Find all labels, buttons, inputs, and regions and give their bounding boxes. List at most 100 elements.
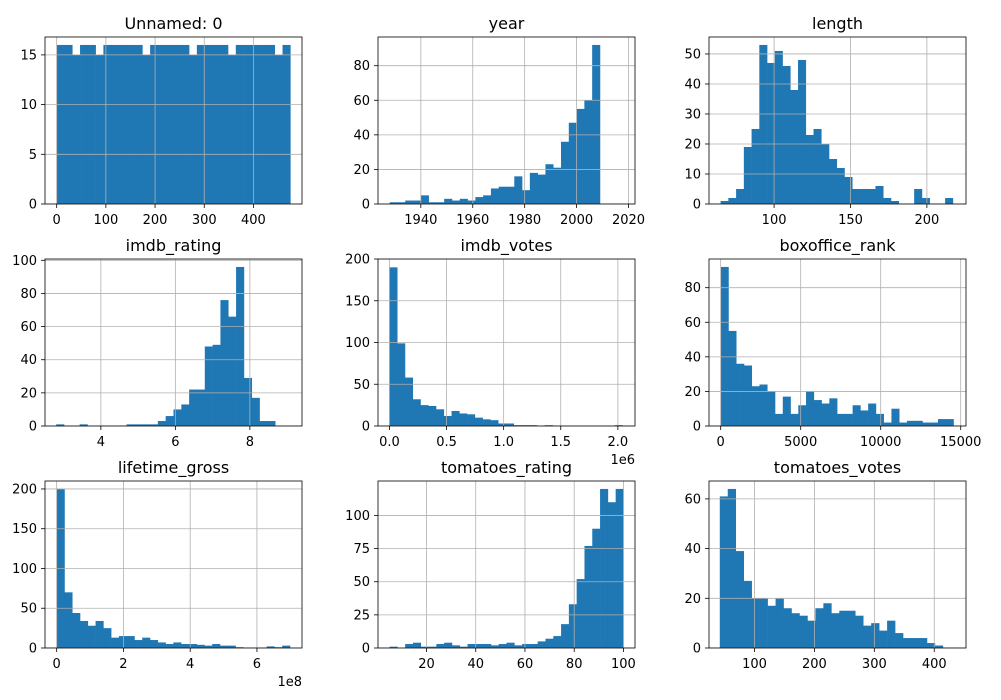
histogram-bar: [727, 488, 737, 648]
histogram-bar: [751, 386, 760, 426]
histogram-bar: [142, 54, 151, 204]
histogram-bar: [196, 644, 205, 648]
histogram-bar: [600, 488, 609, 648]
x-tick-label: 60: [517, 657, 534, 672]
histogram-bar: [134, 640, 143, 648]
x-tick-label: 2: [119, 657, 127, 672]
histogram-bar: [798, 59, 807, 204]
y-tick-label: 0: [693, 420, 701, 435]
histogram-bar: [64, 44, 73, 204]
y-tick-label: 40: [684, 77, 701, 92]
histogram-bar: [204, 645, 213, 648]
y-tick-label: 30: [684, 107, 701, 122]
histogram-bar: [615, 488, 624, 648]
x-tick-label: 200: [143, 213, 168, 228]
histogram-bar: [813, 400, 822, 426]
histogram-bar: [405, 200, 414, 204]
x-tick-label: 400: [922, 657, 947, 672]
histogram-bars: [720, 44, 954, 204]
histogram-bar: [157, 44, 167, 204]
histogram-bar: [498, 644, 507, 648]
histogram-bar: [937, 419, 947, 426]
histogram-bar: [807, 620, 816, 648]
histogram-bar: [782, 396, 791, 426]
histogram-bar: [743, 365, 753, 426]
histogram-bar: [428, 646, 437, 648]
histogram-bar: [87, 625, 96, 648]
histogram-bar: [181, 44, 190, 204]
x-tick-label: 1.0: [493, 435, 514, 450]
histogram-bar: [420, 646, 429, 648]
histogram-bar: [521, 425, 530, 426]
axes-frame: [708, 258, 967, 427]
histogram-bar: [118, 44, 128, 204]
x-tick-label: 6: [253, 657, 261, 672]
gridlines: [378, 259, 635, 426]
histogram-bar: [436, 409, 445, 426]
x-offset-label: 1e8: [277, 675, 302, 690]
y-tick-label: 100: [345, 336, 370, 351]
histogram-bar: [859, 188, 869, 204]
x-tick-label: 0: [717, 435, 725, 450]
histogram-bar: [775, 413, 784, 426]
histogram-bar: [103, 44, 112, 204]
histogram-bar: [56, 424, 65, 426]
y-tick-label: 60: [684, 492, 701, 507]
histogram-bar: [782, 65, 791, 204]
x-tick-label: 0: [53, 213, 61, 228]
histogram-bar: [72, 613, 81, 648]
y-tick-label: 100: [12, 562, 37, 577]
histogram-bar: [459, 646, 468, 648]
histogram-bar: [282, 645, 291, 648]
x-tick-label: 40: [467, 657, 484, 672]
axes-frame: [44, 36, 303, 205]
x-tick-label: 150: [838, 213, 863, 228]
histogram-bar: [389, 267, 398, 426]
histogram-bar: [404, 377, 414, 426]
histogram-bar: [805, 134, 814, 204]
y-tick-label: 150: [12, 522, 37, 537]
histogram-bar: [930, 422, 939, 426]
histogram-bar: [607, 502, 616, 648]
panel-title: boxoffice_rank: [779, 236, 896, 256]
histogram-bar: [544, 425, 553, 426]
histogram-bar: [474, 417, 483, 426]
histogram-bar: [553, 636, 562, 648]
histogram-bar: [728, 330, 737, 426]
histogram-bar: [852, 188, 861, 204]
histogram-bar: [561, 624, 570, 648]
x-tick-label: 0.0: [379, 435, 400, 450]
y-tick-label: 0: [29, 198, 37, 213]
histogram-bar: [921, 197, 930, 204]
panel-title: length: [812, 14, 863, 33]
x-tick-label: 15000: [940, 435, 981, 450]
histogram-bar: [150, 640, 159, 648]
histogram-bar: [428, 202, 437, 204]
axes-frame: [377, 480, 636, 649]
histogram-bar: [537, 641, 546, 648]
histogram-bar: [173, 409, 182, 426]
histogram-bar: [863, 625, 872, 648]
histogram-bar: [443, 415, 452, 426]
y-tick-label: 20: [684, 137, 701, 152]
histogram-bar: [267, 421, 276, 426]
axes-frame: [708, 480, 967, 649]
histogram-bar: [134, 424, 143, 426]
histogram-bar: [80, 620, 89, 648]
histogram-bar: [490, 188, 500, 204]
histogram-bar: [251, 44, 260, 204]
y-tick-label: 200: [345, 253, 370, 268]
histogram-bar: [451, 200, 461, 204]
histogram-bar: [282, 44, 291, 204]
x-tick-label: 0.5: [436, 435, 457, 450]
histogram-bar: [906, 420, 916, 426]
histogram-bar: [783, 608, 792, 648]
y-tick-label: 80: [684, 281, 701, 296]
x-tick-label: 4: [97, 435, 105, 450]
y-tick-label: 15: [20, 48, 37, 63]
x-tick-label: 1940: [404, 213, 437, 228]
x-tick-label: 200: [802, 657, 827, 672]
histogram-bar: [751, 128, 760, 204]
x-tick-label: 200: [914, 213, 939, 228]
